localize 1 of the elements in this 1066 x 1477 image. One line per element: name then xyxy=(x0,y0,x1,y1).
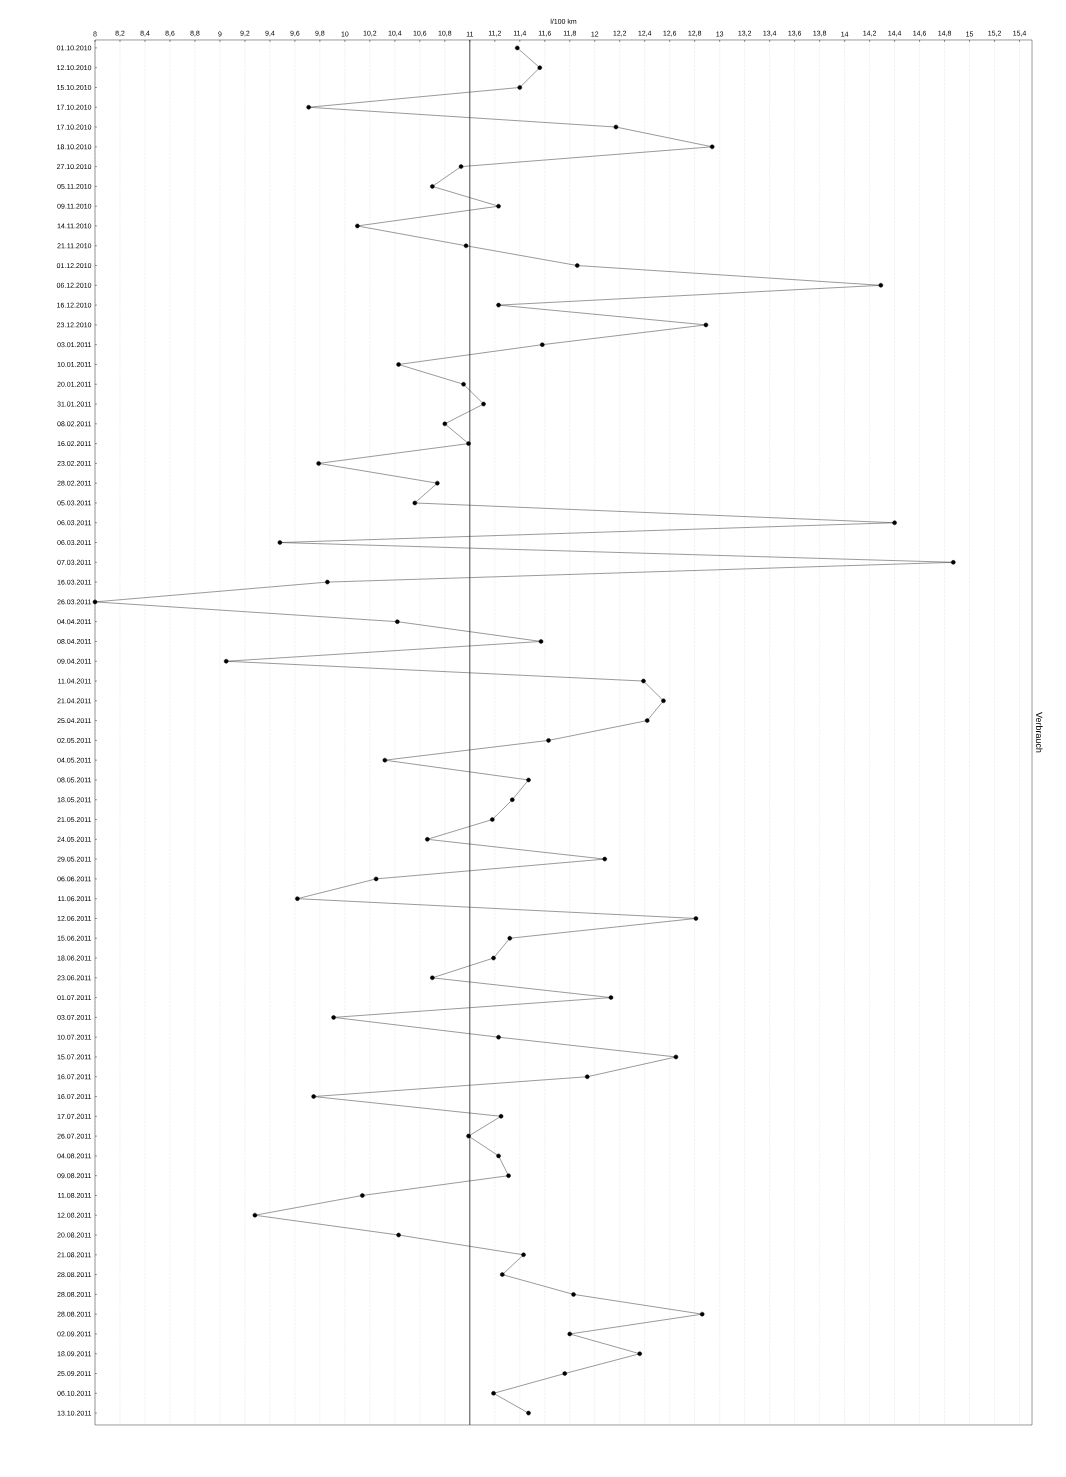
y-axis-title: Verbrauch xyxy=(1035,712,1043,753)
